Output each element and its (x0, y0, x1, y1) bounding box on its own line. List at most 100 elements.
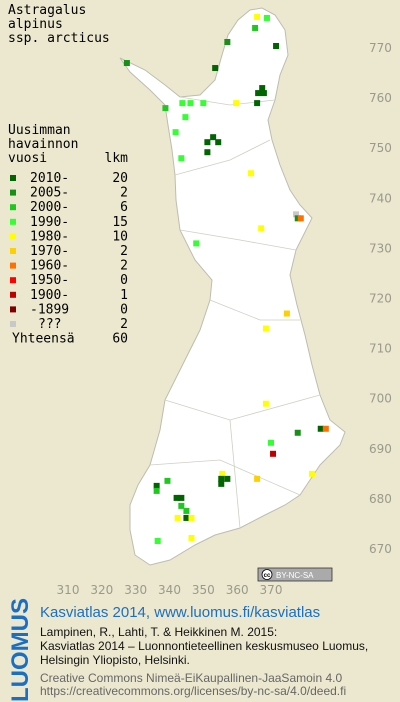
observation (224, 38, 231, 45)
legend-label: 2000- (30, 200, 69, 215)
legend-swatch (10, 306, 16, 313)
legend-label: 1900- (30, 288, 69, 303)
observation (178, 494, 185, 501)
observation (218, 480, 225, 487)
legend-swatch (10, 262, 16, 269)
legend-label: 1950- (30, 273, 69, 288)
legend-count: 10 (112, 229, 128, 244)
cc-terms: BY-NC-SA (276, 571, 314, 580)
observation (187, 100, 194, 107)
cc-badge: cc BY-NC-SA (257, 567, 333, 582)
species-title: alpinus (8, 17, 63, 32)
total-label: Yhteensä (12, 332, 75, 347)
observation (172, 129, 179, 136)
observation (193, 240, 200, 247)
observation (255, 90, 262, 97)
observation (260, 90, 267, 97)
legend-title: Uusimman (8, 123, 71, 138)
legend-count: 0 (120, 302, 128, 317)
observation (123, 60, 130, 67)
observation (252, 24, 259, 31)
observation (268, 439, 274, 446)
legend-title: vuosi (8, 151, 47, 166)
legend-label: 1990- (30, 215, 69, 230)
legend-count: 2 (120, 317, 128, 332)
y-tick-label: 730 (369, 241, 392, 255)
x-tick-label: 350 (192, 583, 215, 597)
legend-label: 1960- (30, 259, 69, 274)
observation (294, 215, 301, 222)
observation (212, 65, 219, 72)
legend-count-header: lkm (105, 151, 129, 166)
observation (210, 134, 217, 141)
observation (262, 400, 269, 407)
observation (273, 42, 280, 49)
legend-swatch (10, 291, 16, 298)
site: Kasviatlas 2014, www.luomus.fi/kasviatla… (40, 604, 320, 621)
y-tick-label: 680 (369, 492, 392, 506)
legend-label: 1970- (30, 244, 69, 259)
observation (270, 450, 277, 457)
observation (308, 470, 315, 477)
observation (204, 139, 211, 146)
observation (179, 100, 186, 107)
observation (219, 470, 226, 477)
legend-swatch (10, 204, 16, 211)
observation (188, 534, 195, 541)
observation (153, 482, 160, 489)
observation (263, 14, 270, 21)
observation (174, 514, 181, 521)
legend-count: 2 (120, 259, 128, 274)
observation (233, 100, 240, 107)
observation (259, 85, 266, 92)
observation (254, 475, 261, 482)
observation (293, 211, 300, 218)
observation (154, 537, 161, 544)
legend-label: -1899 (30, 302, 69, 317)
observation (164, 477, 171, 484)
legend-swatch (10, 277, 16, 284)
cc-label: cc (264, 573, 271, 579)
observation (254, 100, 261, 107)
observation (162, 105, 169, 112)
observation (188, 514, 195, 521)
x-tick-label: 320 (90, 583, 113, 597)
finland-outline (119, 7, 346, 566)
legend-label: ??? (38, 317, 61, 332)
observation (218, 475, 225, 482)
legend-count: 2 (120, 186, 128, 201)
observation (294, 429, 301, 436)
y-tick-label: 740 (369, 191, 392, 205)
brand: LUOMUS (7, 598, 34, 702)
legend-count: 0 (120, 273, 128, 288)
legend-count: 20 (112, 171, 128, 186)
y-tick-label: 720 (369, 292, 392, 306)
observation (178, 502, 185, 509)
legend-label: 2010- (30, 171, 69, 186)
legend-title: havainnon (8, 137, 78, 152)
observation (215, 139, 222, 146)
observation (173, 494, 180, 501)
x-tick-label: 330 (124, 583, 147, 597)
x-tick-label: 370 (260, 583, 283, 597)
legend-swatch (10, 218, 16, 225)
legend-swatch (10, 321, 16, 327)
y-tick-label: 670 (369, 542, 392, 556)
citation: Helsingin Yliopisto, Helsinki. (40, 653, 190, 667)
y-tick-label: 690 (369, 442, 392, 456)
x-tick-label: 310 (57, 583, 80, 597)
y-tick-label: 770 (369, 41, 392, 55)
observation (183, 507, 190, 514)
license: https://creativecommons.org/licenses/by-… (40, 684, 346, 698)
legend-swatch (10, 248, 16, 254)
legend-count: 15 (112, 215, 128, 230)
legend-label: 1980- (30, 229, 69, 244)
observation (297, 215, 304, 222)
x-tick-label: 340 (158, 583, 181, 597)
observation (178, 155, 185, 162)
y-tick-label: 760 (369, 91, 392, 105)
observation (204, 149, 211, 156)
observation (200, 100, 207, 107)
species-title: Astragalus (8, 3, 86, 18)
